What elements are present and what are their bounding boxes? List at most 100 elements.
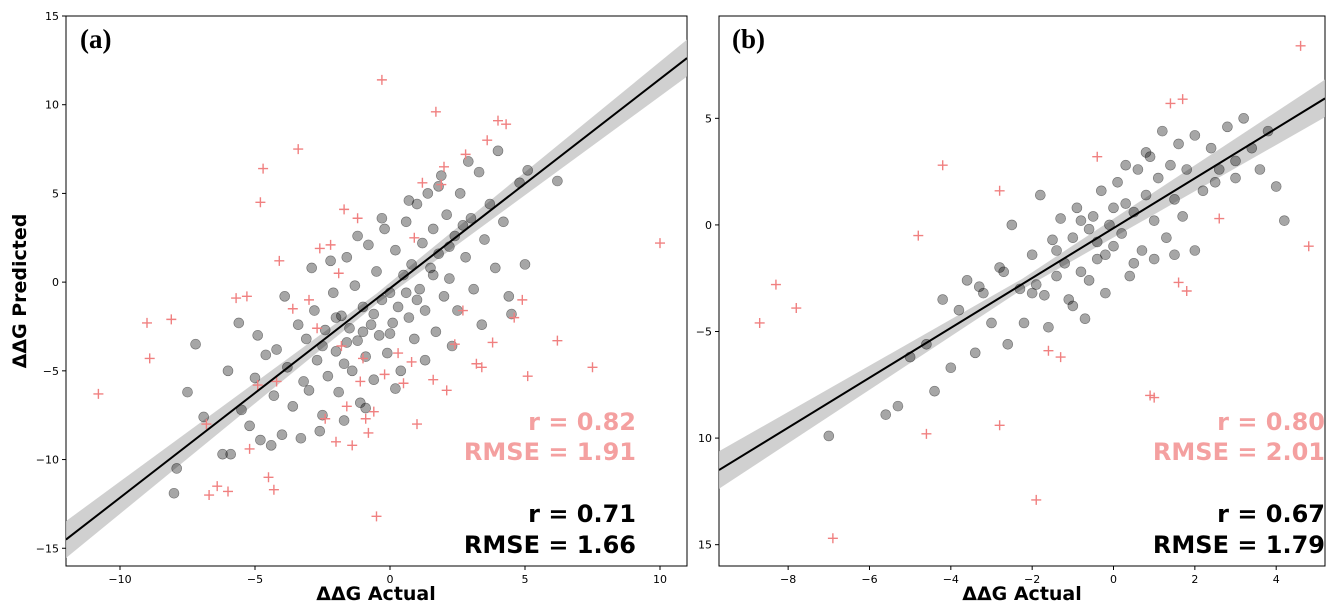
stat-rmse-main: RMSE = 1.79 [1153, 531, 1325, 559]
data-point [441, 209, 453, 221]
outlier-point [406, 356, 417, 367]
data-point [522, 165, 534, 176]
data-point [1152, 172, 1164, 184]
data-point [446, 340, 458, 352]
x-tick-label: −8 [780, 573, 796, 586]
data-point [373, 330, 385, 341]
stat-rmse-outlier: RMSE = 2.01 [1153, 438, 1325, 466]
outlier-point [827, 533, 838, 544]
data-point [1148, 215, 1160, 226]
outlier-point [921, 428, 932, 439]
outlier-point [417, 177, 428, 188]
data-point [1140, 147, 1152, 158]
data-point [1071, 202, 1083, 214]
data-point [1165, 159, 1176, 171]
outlier-point [1149, 392, 1160, 403]
outlier-point [439, 161, 449, 172]
outlier-point [1165, 98, 1176, 109]
data-point [433, 181, 444, 192]
data-point [1026, 249, 1038, 261]
regression-line [66, 57, 687, 541]
data-point [171, 463, 182, 474]
data-point [352, 335, 363, 346]
data-point [417, 237, 428, 249]
data-point [295, 432, 307, 444]
data-point [279, 291, 291, 302]
data-point [360, 402, 372, 414]
data-point [271, 344, 282, 355]
data-point [249, 372, 261, 384]
data-point [998, 266, 1009, 278]
data-point [352, 230, 363, 242]
data-point [1124, 270, 1136, 282]
data-point [929, 385, 940, 397]
data-point [1063, 294, 1075, 305]
outlier-point [501, 119, 512, 130]
outlier-point [937, 160, 948, 171]
data-point [1270, 181, 1282, 192]
outlier-point [460, 149, 471, 160]
data-point [1006, 219, 1018, 231]
x-tick-label: −6 [861, 573, 877, 586]
data-point [425, 262, 436, 274]
data-point [552, 175, 563, 187]
data-point [1230, 155, 1241, 167]
data-point [330, 346, 342, 357]
data-point [346, 365, 358, 377]
data-point [1075, 215, 1087, 226]
data-point [427, 269, 439, 281]
x-tick-label: 0 [1110, 573, 1117, 586]
outlier-point [358, 353, 368, 364]
y-tick-label: 10 [698, 432, 712, 445]
outlier-point [333, 268, 344, 279]
data-point [1079, 313, 1091, 325]
y-axis-label: ΔΔG Predicted [9, 214, 31, 369]
outlier-point [409, 232, 420, 243]
data-point [333, 386, 345, 398]
plot-frame [718, 15, 1326, 567]
data-point [1083, 223, 1095, 235]
data-point [1120, 159, 1132, 171]
outlier-point [1214, 213, 1225, 224]
outlier-point [436, 179, 447, 190]
data-point [349, 280, 361, 291]
data-point [392, 301, 404, 313]
outlier-point [274, 255, 285, 266]
outlier-point [355, 376, 366, 387]
outlier-point [430, 106, 441, 117]
data-point [400, 287, 412, 299]
data-point [225, 448, 236, 460]
data-point [503, 291, 515, 302]
data-point [1120, 198, 1132, 209]
outlier-point [428, 374, 439, 385]
data-point [368, 374, 380, 386]
stat-r-main: r = 0.71 [528, 500, 636, 528]
data-point [306, 262, 318, 274]
regression-line [719, 97, 1325, 471]
outlier-point [201, 419, 212, 430]
y-tick-label: 10 [45, 99, 59, 112]
data-point [327, 287, 339, 299]
outlier-point [487, 337, 498, 348]
data-point [182, 386, 193, 398]
x-tick-label: −5 [247, 573, 263, 586]
data-point [1035, 189, 1046, 201]
data-point [387, 317, 399, 329]
outlier-point [312, 323, 323, 334]
data-point [1140, 189, 1152, 201]
stat-r-outlier: r = 0.82 [528, 408, 636, 436]
data-point [435, 170, 447, 181]
panel-b: (b) ΔΔG Actual r = 0.80 RMSE = 2.01 r = … [696, 15, 1326, 605]
data-point [1169, 249, 1180, 261]
outlier-point [263, 472, 274, 483]
data-point [395, 365, 407, 377]
data-point [1169, 194, 1180, 205]
data-point [1132, 164, 1144, 175]
stat-rmse-outlier: RMSE = 1.91 [464, 438, 636, 466]
data-point [300, 333, 312, 345]
data-point [411, 294, 423, 306]
data-point [1144, 151, 1156, 162]
outlier-point [1092, 151, 1103, 162]
data-point [1157, 125, 1168, 137]
data-point [1100, 287, 1111, 299]
